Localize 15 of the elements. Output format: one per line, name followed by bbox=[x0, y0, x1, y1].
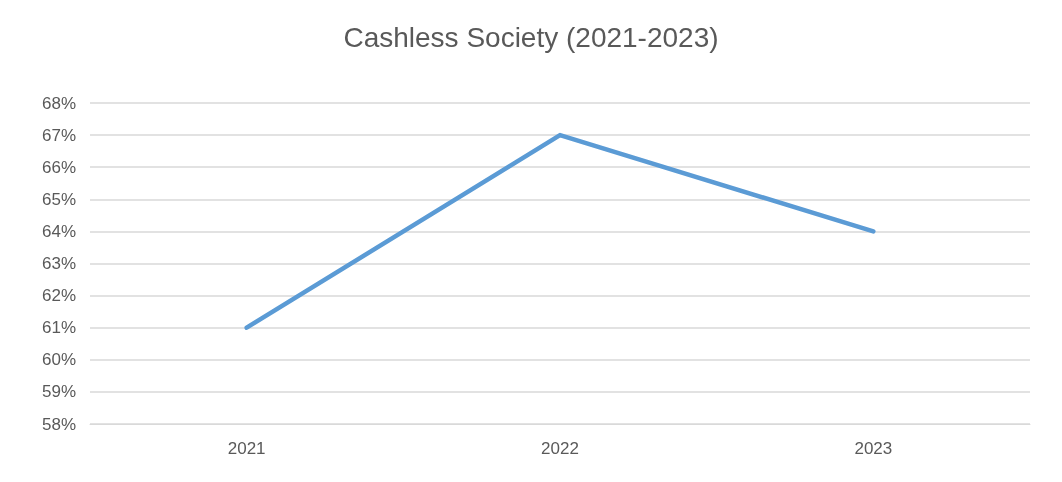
y-tick-label: 68% bbox=[41, 93, 76, 113]
y-tick-label: 67% bbox=[41, 125, 76, 145]
x-tick-label: 2022 bbox=[541, 439, 579, 458]
y-tick-label: 66% bbox=[41, 157, 76, 177]
y-tick-label: 64% bbox=[41, 221, 76, 241]
y-tick-label: 59% bbox=[41, 382, 76, 402]
y-tick-label: 62% bbox=[41, 286, 76, 306]
y-tick-label: 61% bbox=[41, 318, 76, 338]
y-tick-label: 65% bbox=[41, 189, 76, 209]
x-tick-label: 2023 bbox=[854, 439, 893, 458]
y-tick-label: 63% bbox=[41, 254, 76, 273]
x-tick-label: 2021 bbox=[227, 439, 266, 458]
y-tick-label: 58% bbox=[41, 414, 76, 434]
chart-title: Cashless Society (2021-2023) bbox=[343, 21, 719, 53]
y-tick-label: 60% bbox=[41, 350, 76, 370]
